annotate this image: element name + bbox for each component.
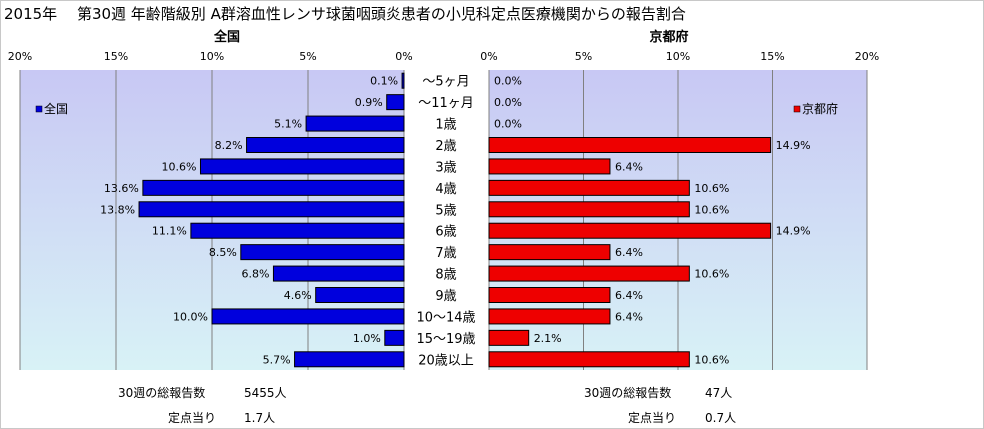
national-data-label: 11.1% (152, 225, 187, 238)
national-data-label: 10.6% (162, 160, 197, 173)
national-legend-label: 全国 (44, 101, 68, 116)
kyoto-data-label: 0.0% (494, 118, 522, 131)
kyoto-bar (488, 287, 611, 303)
kyoto-bar (488, 329, 530, 346)
kyoto-data-label: 6.4% (615, 310, 643, 323)
national-tick-label: 0% (395, 50, 412, 63)
national-bar (211, 308, 405, 325)
national-bar (386, 94, 405, 111)
category-label: ～5ヶ月 (422, 75, 469, 90)
kyoto-data-label: 14.9% (776, 225, 811, 238)
category-label: 20歳以上 (418, 353, 474, 368)
kyoto-data-label: 10.6% (694, 203, 729, 216)
category-label: 4歳 (435, 182, 456, 197)
category-label: 3歳 (435, 160, 456, 175)
national-bar (272, 265, 405, 282)
national-bar (142, 179, 405, 196)
category-label: 2歳 (435, 139, 456, 154)
national-bar (384, 329, 405, 346)
national-bar (401, 72, 405, 89)
kyoto-bar (488, 265, 690, 282)
category-label: 15～19歳 (416, 332, 475, 347)
national-tick-label: 15% (104, 50, 128, 63)
category-label: 1歳 (435, 118, 456, 133)
national-tick-label: 10% (200, 50, 224, 63)
category-label: 6歳 (435, 225, 456, 240)
national-bar (199, 158, 405, 175)
national-data-label: 13.6% (104, 182, 139, 195)
national-total-label: 30週の総報告数 (118, 386, 206, 400)
national-per-value: 1.7人 (244, 411, 276, 425)
kyoto-bar (488, 351, 690, 368)
kyoto-bar (488, 222, 772, 239)
category-label: 7歳 (435, 246, 456, 261)
national-data-label: 0.9% (355, 96, 383, 109)
kyoto-data-label: 6.4% (615, 289, 643, 302)
national-bar (305, 115, 405, 132)
kyoto-data-label: 6.4% (615, 246, 643, 259)
kyoto-bar (488, 137, 772, 153)
national-panel-title: 全国 (213, 29, 240, 45)
national-data-label: 10.0% (173, 310, 208, 323)
kyoto-tick-label: 5% (575, 50, 592, 63)
kyoto-legend-swatch (793, 105, 801, 113)
national-bar (138, 201, 405, 218)
kyoto-bar (488, 244, 611, 261)
kyoto-total-label: 30週の総報告数 (584, 386, 672, 400)
kyoto-tick-label: 15% (760, 50, 784, 63)
kyoto-per-value: 0.7人 (705, 411, 737, 425)
kyoto-per-label: 定点当り (628, 411, 677, 425)
kyoto-data-label: 2.1% (534, 332, 562, 345)
kyoto-panel-title: 京都府 (649, 29, 688, 45)
national-bar (190, 222, 405, 239)
kyoto-tick-label: 10% (666, 50, 690, 63)
kyoto-data-label: 0.0% (494, 75, 522, 88)
category-label: ～11ヶ月 (418, 96, 474, 111)
national-data-label: 5.7% (263, 353, 291, 366)
category-label: 9歳 (435, 289, 456, 304)
national-data-label: 13.8% (100, 203, 135, 216)
kyoto-data-label: 14.9% (776, 139, 811, 152)
kyoto-data-label: 0.0% (494, 96, 522, 109)
kyoto-total-value: 47人 (705, 386, 733, 400)
national-legend-swatch (35, 105, 43, 113)
kyoto-bar (488, 201, 690, 218)
national-data-label: 5.1% (274, 118, 302, 131)
kyoto-data-label: 10.6% (694, 182, 729, 195)
kyoto-legend-label: 京都府 (802, 101, 838, 116)
kyoto-tick-label: 0% (480, 50, 497, 63)
national-total-value: 5455人 (244, 386, 287, 400)
national-bar (246, 137, 405, 153)
national-bar (315, 287, 405, 303)
kyoto-bar (488, 179, 690, 196)
national-data-label: 4.6% (284, 289, 312, 302)
category-label: 8歳 (435, 268, 456, 283)
kyoto-bar (488, 158, 611, 175)
national-tick-label: 5% (299, 50, 316, 63)
national-bar (240, 244, 405, 261)
category-label: 10～14歳 (416, 310, 475, 325)
kyoto-data-label: 6.4% (615, 160, 643, 173)
national-data-label: 6.8% (241, 268, 269, 281)
kyoto-bar (488, 308, 611, 325)
kyoto-data-label: 10.6% (694, 268, 729, 281)
kyoto-data-label: 10.6% (694, 353, 729, 366)
national-per-label: 定点当り (168, 411, 217, 425)
national-tick-label: 20% (8, 50, 32, 63)
national-data-label: 1.0% (353, 332, 381, 345)
national-data-label: 0.1% (370, 75, 398, 88)
national-data-label: 8.2% (215, 139, 243, 152)
national-bar (294, 351, 405, 368)
kyoto-tick-label: 20% (855, 50, 879, 63)
chart-title: 2015年 第30週 年齢階級別 A群溶血性レンサ球菌咽頭炎患者の小児科定点医療… (4, 5, 686, 23)
category-label: 5歳 (435, 203, 456, 218)
national-data-label: 8.5% (209, 246, 237, 259)
